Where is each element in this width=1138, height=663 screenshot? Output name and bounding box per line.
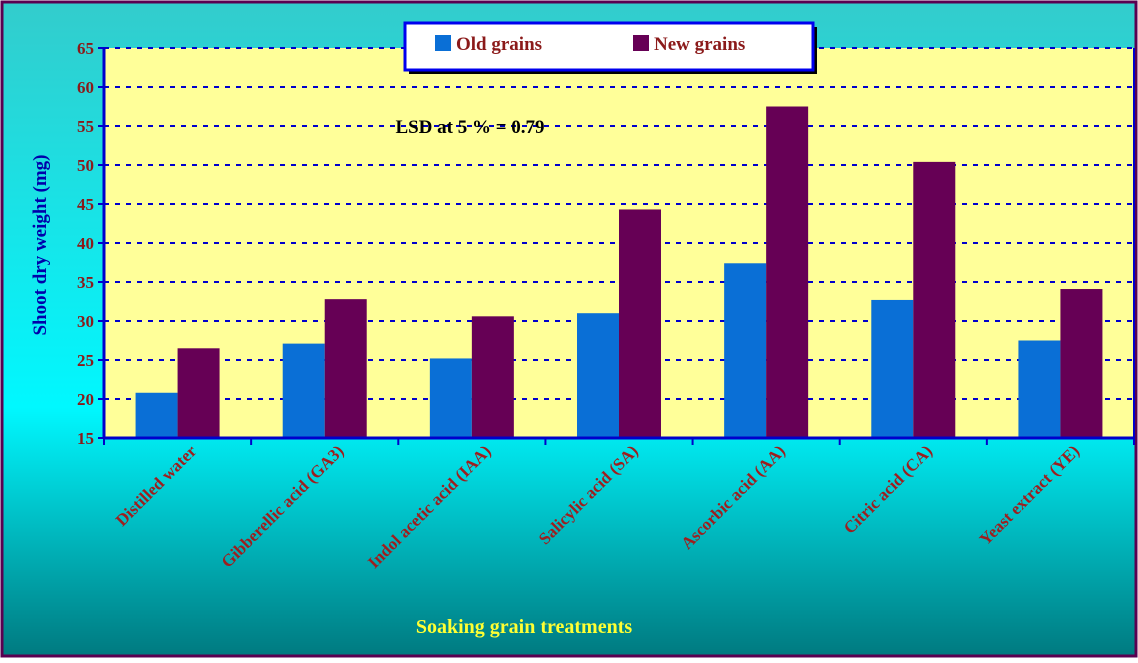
bar-new-grains: [471, 316, 514, 438]
y-tick-label: 40: [77, 234, 94, 253]
y-axis-title: Shoot dry weight (mg): [30, 154, 51, 335]
bar-old-grains: [577, 313, 619, 438]
bar-old-grains: [1018, 340, 1061, 438]
bar-new-grains: [913, 161, 956, 438]
bar-old-grains: [282, 343, 325, 438]
bar-old-grains: [135, 392, 178, 438]
legend-label-new-grains: New grains: [654, 34, 745, 55]
y-tick-label: 20: [77, 390, 94, 409]
y-tick-label: 30: [77, 312, 94, 331]
y-tick-label: 60: [77, 78, 94, 97]
legend-swatch-old-grains: [435, 35, 451, 51]
bar-old-grains: [724, 263, 767, 438]
x-axis-title: Soaking grain treatments: [416, 616, 633, 638]
bar-new-grains: [177, 348, 220, 438]
y-tick-labels: 15 20 25 30 35 40 45 50 55 60 65: [77, 39, 94, 448]
axes: [102, 48, 1135, 445]
bar-new-grains: [766, 106, 809, 438]
bar-old-grains: [429, 358, 472, 438]
bar-new-grains: [324, 299, 367, 438]
y-tick-label: 25: [77, 351, 94, 370]
legend-swatch-new-grains: [633, 35, 649, 51]
y-tick-label: 15: [77, 429, 94, 448]
bar-new-grains: [619, 209, 661, 438]
lsd-annotation: LSD at 5 % = 0.79: [395, 117, 544, 138]
y-tick-label: 45: [77, 195, 94, 214]
y-tick-label: 50: [77, 156, 94, 175]
bars: [135, 106, 1103, 438]
legend-box: [403, 21, 815, 72]
bar-old-grains: [871, 299, 914, 438]
legend: Old grains New grains: [403, 21, 817, 74]
bar-new-grains: [1060, 289, 1103, 438]
legend-label-old-grains: Old grains: [456, 34, 542, 55]
gridlines: [98, 47, 1134, 439]
y-tick-label: 65: [77, 39, 94, 58]
y-tick-label: 35: [77, 273, 94, 292]
y-tick-label: 55: [77, 117, 94, 136]
